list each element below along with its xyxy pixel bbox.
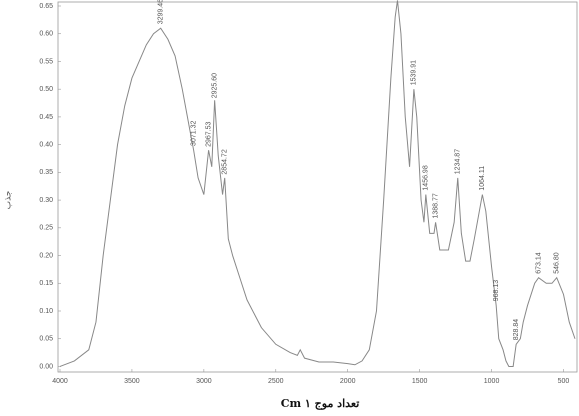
peak-label: 968.13 xyxy=(493,280,500,302)
y-tick-label: 0.20 xyxy=(39,252,53,259)
y-axis-label: جذب xyxy=(2,191,12,210)
peak-label: 1456.98 xyxy=(423,165,430,190)
peak-label: 3071.32 xyxy=(190,121,197,146)
peak-label: 2967.53 xyxy=(205,121,212,146)
y-tick-label: 0.00 xyxy=(39,363,53,370)
y-tick-label: 0.15 xyxy=(39,280,53,287)
peak-label: 1388.77 xyxy=(432,193,439,218)
spectrum-line xyxy=(59,0,576,367)
y-tick-label: 0.50 xyxy=(39,86,53,93)
y-tick-label: 0.35 xyxy=(39,169,53,176)
peak-label: 2925.60 xyxy=(211,73,218,98)
x-tick-label: 3000 xyxy=(196,378,212,385)
x-tick-label: 4000 xyxy=(52,378,68,385)
y-tick-label: 0.40 xyxy=(39,141,53,148)
peak-label: 3299.46 xyxy=(158,0,165,24)
plot-frame xyxy=(57,1,578,373)
peak-label: 673.14 xyxy=(535,252,542,274)
y-tick-label: 0.60 xyxy=(39,31,53,38)
x-tick-label: 500 xyxy=(558,378,570,385)
y-tick-label: 0.10 xyxy=(39,308,53,315)
y-tick-label: 0.25 xyxy=(39,225,53,232)
x-axis-label: تعداد موج Cm ۱ xyxy=(281,397,360,410)
x-tick-label: 1000 xyxy=(484,378,500,385)
x-tick-label: 2500 xyxy=(268,378,284,385)
peak-label: 1539.91 xyxy=(411,60,418,85)
y-tick-label: 0.30 xyxy=(39,197,53,204)
y-tick-label: 0.65 xyxy=(39,3,53,10)
peak-label: 1234.87 xyxy=(455,149,462,174)
y-tick-label: 0.55 xyxy=(39,58,53,65)
x-tick-label: 3500 xyxy=(124,378,140,385)
y-tick-label: 0.05 xyxy=(39,336,53,343)
x-tick-label: 1500 xyxy=(412,378,428,385)
peak-label: 828.84 xyxy=(513,319,520,341)
x-tick-label: 2000 xyxy=(340,378,356,385)
peak-label: 1064.11 xyxy=(479,166,486,191)
peak-label: 546.80 xyxy=(554,252,561,274)
y-tick-label: 0.45 xyxy=(39,114,53,121)
peak-label: 2854.72 xyxy=(222,149,229,174)
